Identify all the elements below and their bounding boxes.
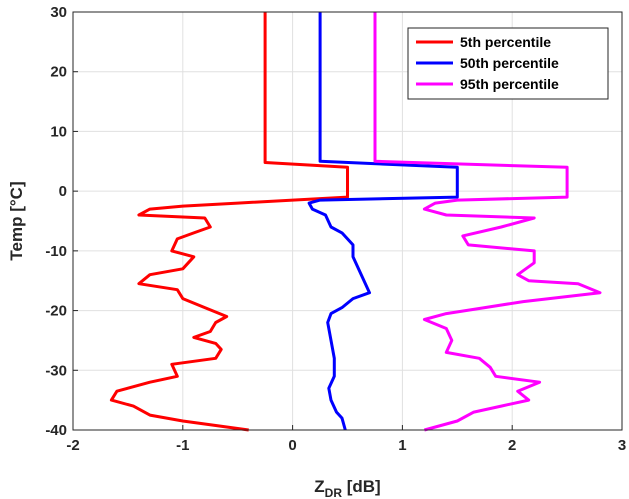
y-tick-label: -30 xyxy=(45,362,67,379)
x-axis-label-main: Z xyxy=(314,477,324,496)
y-tick-label: -20 xyxy=(45,303,67,320)
y-tick-label: -40 xyxy=(45,422,67,439)
x-tick-label: 2 xyxy=(508,437,516,454)
legend-label-1: 5th percentile xyxy=(460,34,551,50)
y-tick-label: 30 xyxy=(50,4,67,21)
x-tick-label: 3 xyxy=(618,437,626,454)
x-axis-label: ZDR [dB] xyxy=(314,477,380,499)
plot-frame xyxy=(72,11,623,431)
series-line-1 xyxy=(109,12,349,432)
y-tick-label: 10 xyxy=(50,123,67,140)
y-axis-label: Temp [°C] xyxy=(7,181,26,260)
series-line-3 xyxy=(373,12,602,432)
x-tick-label: -2 xyxy=(66,437,79,454)
legend: 5th percentile 50th percentile 95th percen… xyxy=(407,27,609,100)
x-tick-label: -1 xyxy=(176,437,189,454)
x-tick-label: 1 xyxy=(398,437,406,454)
legend-label-2: 50th percentile xyxy=(460,55,559,71)
y-tick-label: -10 xyxy=(45,243,67,260)
x-axis-label-subscript: DR xyxy=(325,486,343,499)
x-axis-label-unit: [dB] xyxy=(342,477,381,496)
y-tick-label: 20 xyxy=(50,64,67,81)
legend-label-3: 95th percentile xyxy=(460,76,559,92)
x-tick-label: 0 xyxy=(288,437,296,454)
series-lines xyxy=(109,12,602,432)
series-line-2 xyxy=(307,12,459,431)
y-tick-label: 0 xyxy=(59,183,67,200)
